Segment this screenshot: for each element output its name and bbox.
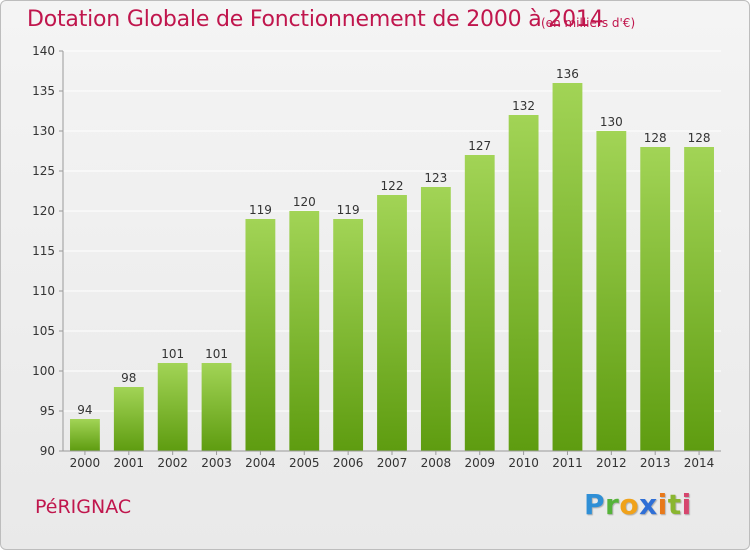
x-tick-label: 2001: [114, 456, 145, 470]
x-tick-label: 2007: [377, 456, 408, 470]
data-label: 127: [468, 139, 491, 153]
data-label: 119: [249, 203, 272, 217]
x-tick-label: 2004: [245, 456, 276, 470]
x-tick-label: 2012: [596, 456, 627, 470]
chart-subtitle: (en milliers d'€): [541, 16, 636, 30]
x-tick-label: 2006: [333, 456, 364, 470]
proxiti-logo: Proxiti: [584, 488, 692, 521]
bar-2004: [245, 219, 276, 451]
bar-2012: [596, 131, 627, 451]
y-tick-label: 140: [32, 44, 55, 58]
x-tick-label: 2008: [421, 456, 452, 470]
y-tick-label: 105: [32, 324, 55, 338]
y-tick-label: 95: [40, 404, 55, 418]
data-label: 119: [337, 203, 360, 217]
data-label: 128: [644, 131, 667, 145]
y-tick-label: 115: [32, 244, 55, 258]
bar-2008: [420, 187, 451, 451]
bar-2001: [113, 387, 144, 451]
x-tick-label: 2009: [464, 456, 495, 470]
data-label: 128: [688, 131, 711, 145]
chart-title: Dotation Globale de Fonctionnement de 20…: [27, 7, 604, 32]
x-tick-label: 2002: [157, 456, 188, 470]
commune-name: PéRIGNAC: [35, 496, 132, 518]
y-tick-label: 135: [32, 84, 55, 98]
x-tick-label: 2014: [684, 456, 715, 470]
data-label: 94: [77, 403, 92, 417]
bars: [70, 83, 714, 451]
bar-2013: [640, 147, 671, 451]
data-label: 123: [424, 171, 447, 185]
y-tick-label: 120: [32, 204, 55, 218]
y-tick-label: 110: [32, 284, 55, 298]
data-label: 101: [205, 347, 228, 361]
bar-2007: [377, 195, 407, 451]
data-label: 101: [161, 347, 184, 361]
data-label: 98: [121, 371, 136, 385]
axes: 90 95 100 105 110 115 120 125 130 135 140 2000 2001 2…: [32, 44, 721, 470]
bar-2006: [333, 219, 364, 451]
data-label: 136: [556, 67, 579, 81]
bar-2010: [508, 115, 539, 451]
y-tick-label: 100: [32, 364, 55, 378]
x-tick-label: 2005: [289, 456, 320, 470]
bar-2011: [552, 83, 583, 451]
x-tick-label: 2003: [201, 456, 232, 470]
bar-2014: [684, 147, 714, 451]
bar-2005: [289, 211, 320, 451]
x-tick-label: 2013: [640, 456, 671, 470]
data-label: 130: [600, 115, 623, 129]
y-tick-label: 130: [32, 124, 55, 138]
data-label: 132: [512, 99, 535, 113]
data-label: 120: [293, 195, 316, 209]
y-tick-label: 125: [32, 164, 55, 178]
bar-2009: [464, 155, 495, 451]
x-tick-label: 2010: [508, 456, 539, 470]
bar-2000: [70, 419, 100, 451]
bar-2003: [201, 363, 232, 451]
bar-2002: [157, 363, 188, 451]
x-tick-label: 2000: [70, 456, 101, 470]
data-labels: 94 98 101 101 119 120 119 122 123 127 132 136 130 128…: [77, 67, 710, 417]
x-tick-label: 2011: [552, 456, 583, 470]
y-tick-label: 90: [40, 444, 55, 458]
data-label: 122: [381, 179, 404, 193]
